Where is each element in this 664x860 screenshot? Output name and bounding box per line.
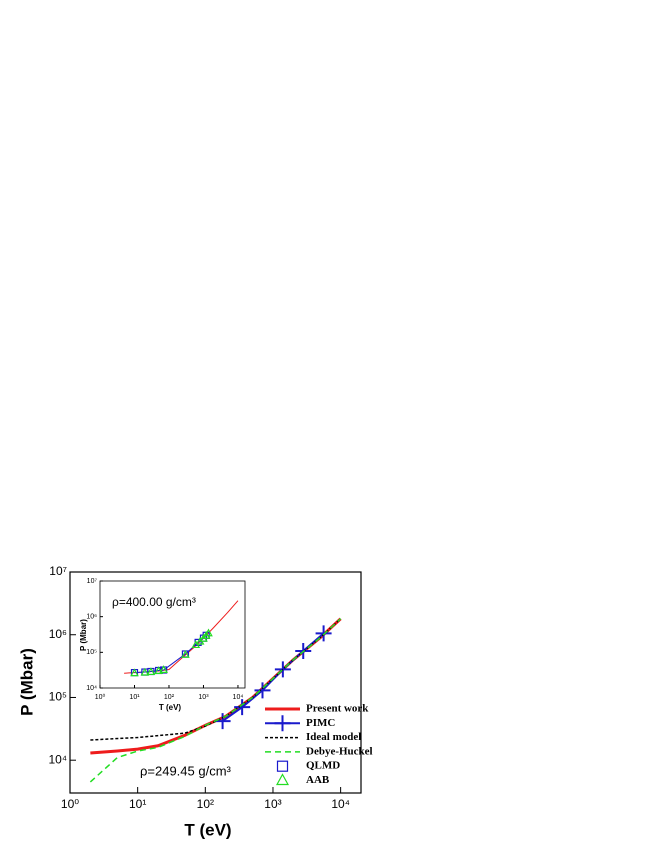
inset-x-title: T (eV) (159, 703, 182, 712)
legend-marker (276, 760, 289, 772)
inset-annotation: ρ=400.00 g/cm³ (112, 595, 196, 609)
legend-label: Debye-Huckel (306, 745, 373, 757)
x-tick-label: 10³ (264, 797, 281, 811)
data-point (130, 668, 139, 677)
legend-label: Present work (306, 703, 369, 715)
y-tick-label: 10⁴ (86, 685, 97, 692)
plot-frame (69, 571, 362, 794)
legend-label: AAB (306, 774, 330, 786)
y-tick-label: 10⁶ (49, 627, 67, 641)
y-tick-label: 10⁴ (48, 752, 67, 766)
data-point (204, 628, 213, 637)
data-point (254, 682, 271, 699)
annotation: ρ=249.45 g/cm³ (140, 763, 232, 778)
data-point (234, 699, 251, 716)
x-tick-label: 10³ (198, 694, 209, 701)
data-point (214, 713, 231, 730)
x-tick-label: 10⁴ (331, 797, 350, 811)
series-line (90, 618, 342, 741)
y-tick-label: 10⁵ (49, 690, 67, 704)
y-tick-label: 10⁷ (49, 564, 67, 578)
x-tick-label: 10⁰ (61, 797, 79, 811)
data-point (181, 650, 190, 658)
legend-label: PIMC (306, 717, 335, 729)
data-point (146, 667, 156, 676)
data-point (140, 667, 150, 676)
data-point (159, 665, 168, 673)
y-tick-label: 10⁶ (86, 614, 97, 621)
y-tick-label: 10⁵ (86, 649, 97, 656)
x-tick-label: 10¹ (129, 694, 140, 701)
data-point (315, 625, 332, 642)
legend-marker (274, 715, 291, 732)
x-axis-title: T (eV) (184, 820, 231, 839)
x-tick-label: 10² (197, 797, 214, 811)
legend-marker (275, 773, 290, 786)
y-tick-label: 10⁷ (87, 578, 98, 585)
data-point (154, 666, 163, 674)
y-axis-title: P (Mbar) (17, 648, 36, 716)
x-tick-label: 10⁰ (95, 693, 106, 701)
x-tick-label: 10² (164, 694, 175, 701)
inset-y-title: P (Mbar) (79, 619, 88, 651)
data-point (274, 661, 291, 678)
x-tick-label: 10⁴ (233, 694, 244, 701)
legend-label: Ideal model (306, 731, 361, 743)
inset-frame (99, 580, 246, 689)
legend-label: QLMD (306, 760, 340, 772)
x-tick-label: 10¹ (129, 797, 146, 811)
series-line (89, 618, 342, 783)
